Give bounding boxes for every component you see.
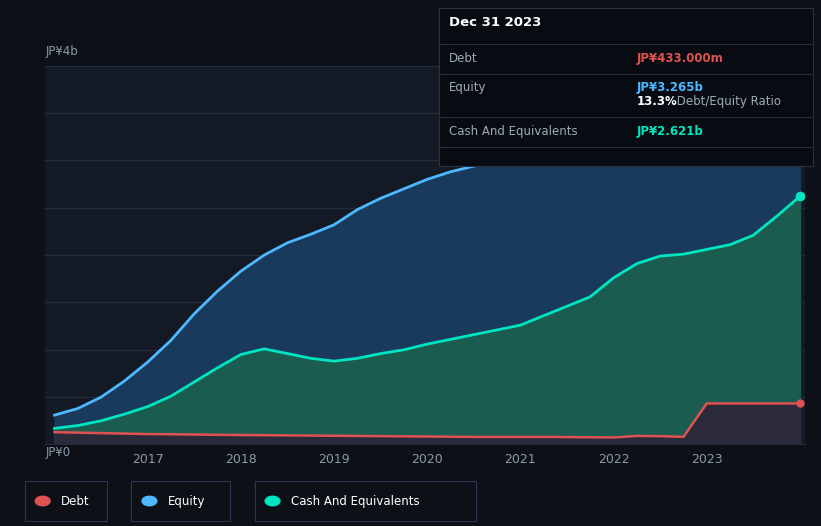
Text: Cash And Equivalents: Cash And Equivalents (449, 125, 578, 138)
Text: Debt: Debt (61, 494, 89, 508)
Text: JP¥2.621b: JP¥2.621b (636, 125, 703, 138)
Text: Dec 31 2023: Dec 31 2023 (449, 16, 542, 29)
Text: Debt: Debt (449, 52, 478, 65)
Text: Equity: Equity (167, 494, 205, 508)
Text: Cash And Equivalents: Cash And Equivalents (291, 494, 420, 508)
Text: Debt/Equity Ratio: Debt/Equity Ratio (673, 95, 782, 108)
Text: JP¥0: JP¥0 (45, 447, 71, 459)
Text: JP¥4b: JP¥4b (45, 45, 78, 58)
Text: 13.3%: 13.3% (636, 95, 677, 108)
Text: Equity: Equity (449, 81, 487, 94)
Text: JP¥3.265b: JP¥3.265b (636, 81, 703, 94)
Text: JP¥433.000m: JP¥433.000m (636, 52, 723, 65)
